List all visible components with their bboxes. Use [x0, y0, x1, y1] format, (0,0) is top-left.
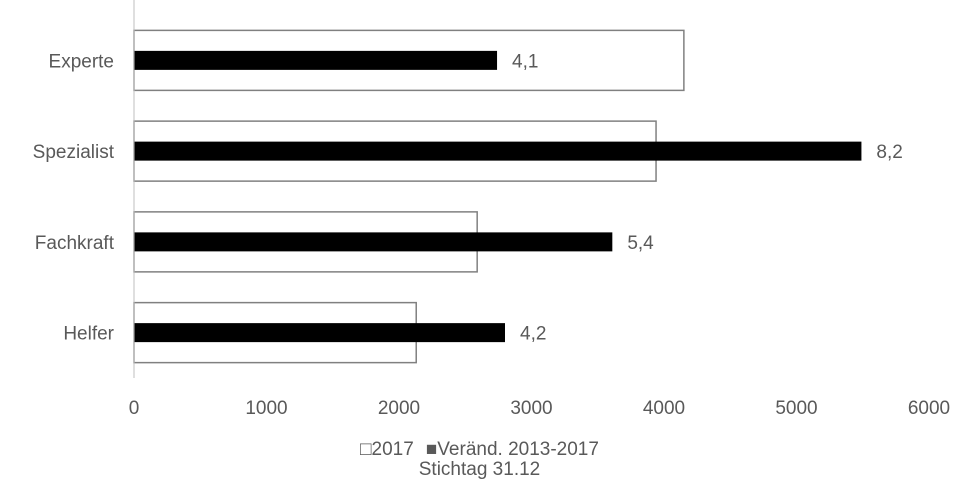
data-label-helfer: 4,2: [520, 324, 546, 345]
bar-chart: 4,1 Experte 8,2 Spezialist 5,4 Fachkraft 4,2 He…: [33, 0, 950, 419]
legend-swatch-open: □: [360, 439, 372, 460]
legend-item-2017: □ 2017: [360, 440, 414, 460]
bar-change-helfer: [134, 323, 505, 343]
data-label-experte: 4,1: [512, 51, 538, 72]
x-tick-label-1000: 1000: [245, 398, 287, 419]
x-tick-label-5000: 5000: [775, 398, 817, 419]
x-tick-label-0: 0: [129, 398, 140, 419]
x-tick-label-6000: 6000: [908, 398, 950, 419]
legend-label-change: Veränd. 2013-2017: [437, 439, 599, 460]
x-tick-label-4000: 4000: [643, 398, 685, 419]
x-tick-label-2000: 2000: [378, 398, 420, 419]
category-label-experte: Experte: [49, 51, 114, 72]
chart-caption: Stichtag 31.12: [418, 459, 541, 480]
category-label-helfer: Helfer: [63, 324, 114, 345]
data-label-spezialist: 8,2: [876, 142, 902, 163]
category-label-spezialist: Spezialist: [33, 142, 115, 163]
data-label-fachkraft: 5,4: [627, 233, 654, 254]
category-label-fachkraft: Fachkraft: [35, 233, 115, 254]
legend-label-2017: 2017: [371, 439, 414, 460]
bar-change-spezialist: [134, 141, 862, 161]
x-tick-label-3000: 3000: [510, 398, 552, 419]
bar-change-experte: [134, 50, 498, 70]
bar-change-fachkraft: [134, 232, 613, 252]
legend: □ 2017 ■ Veränd. 2013-2017 Stichtag 31.1…: [0, 440, 959, 480]
legend-item-change: ■ Veränd. 2013-2017: [426, 440, 599, 460]
legend-swatch-solid: ■: [425, 439, 438, 460]
